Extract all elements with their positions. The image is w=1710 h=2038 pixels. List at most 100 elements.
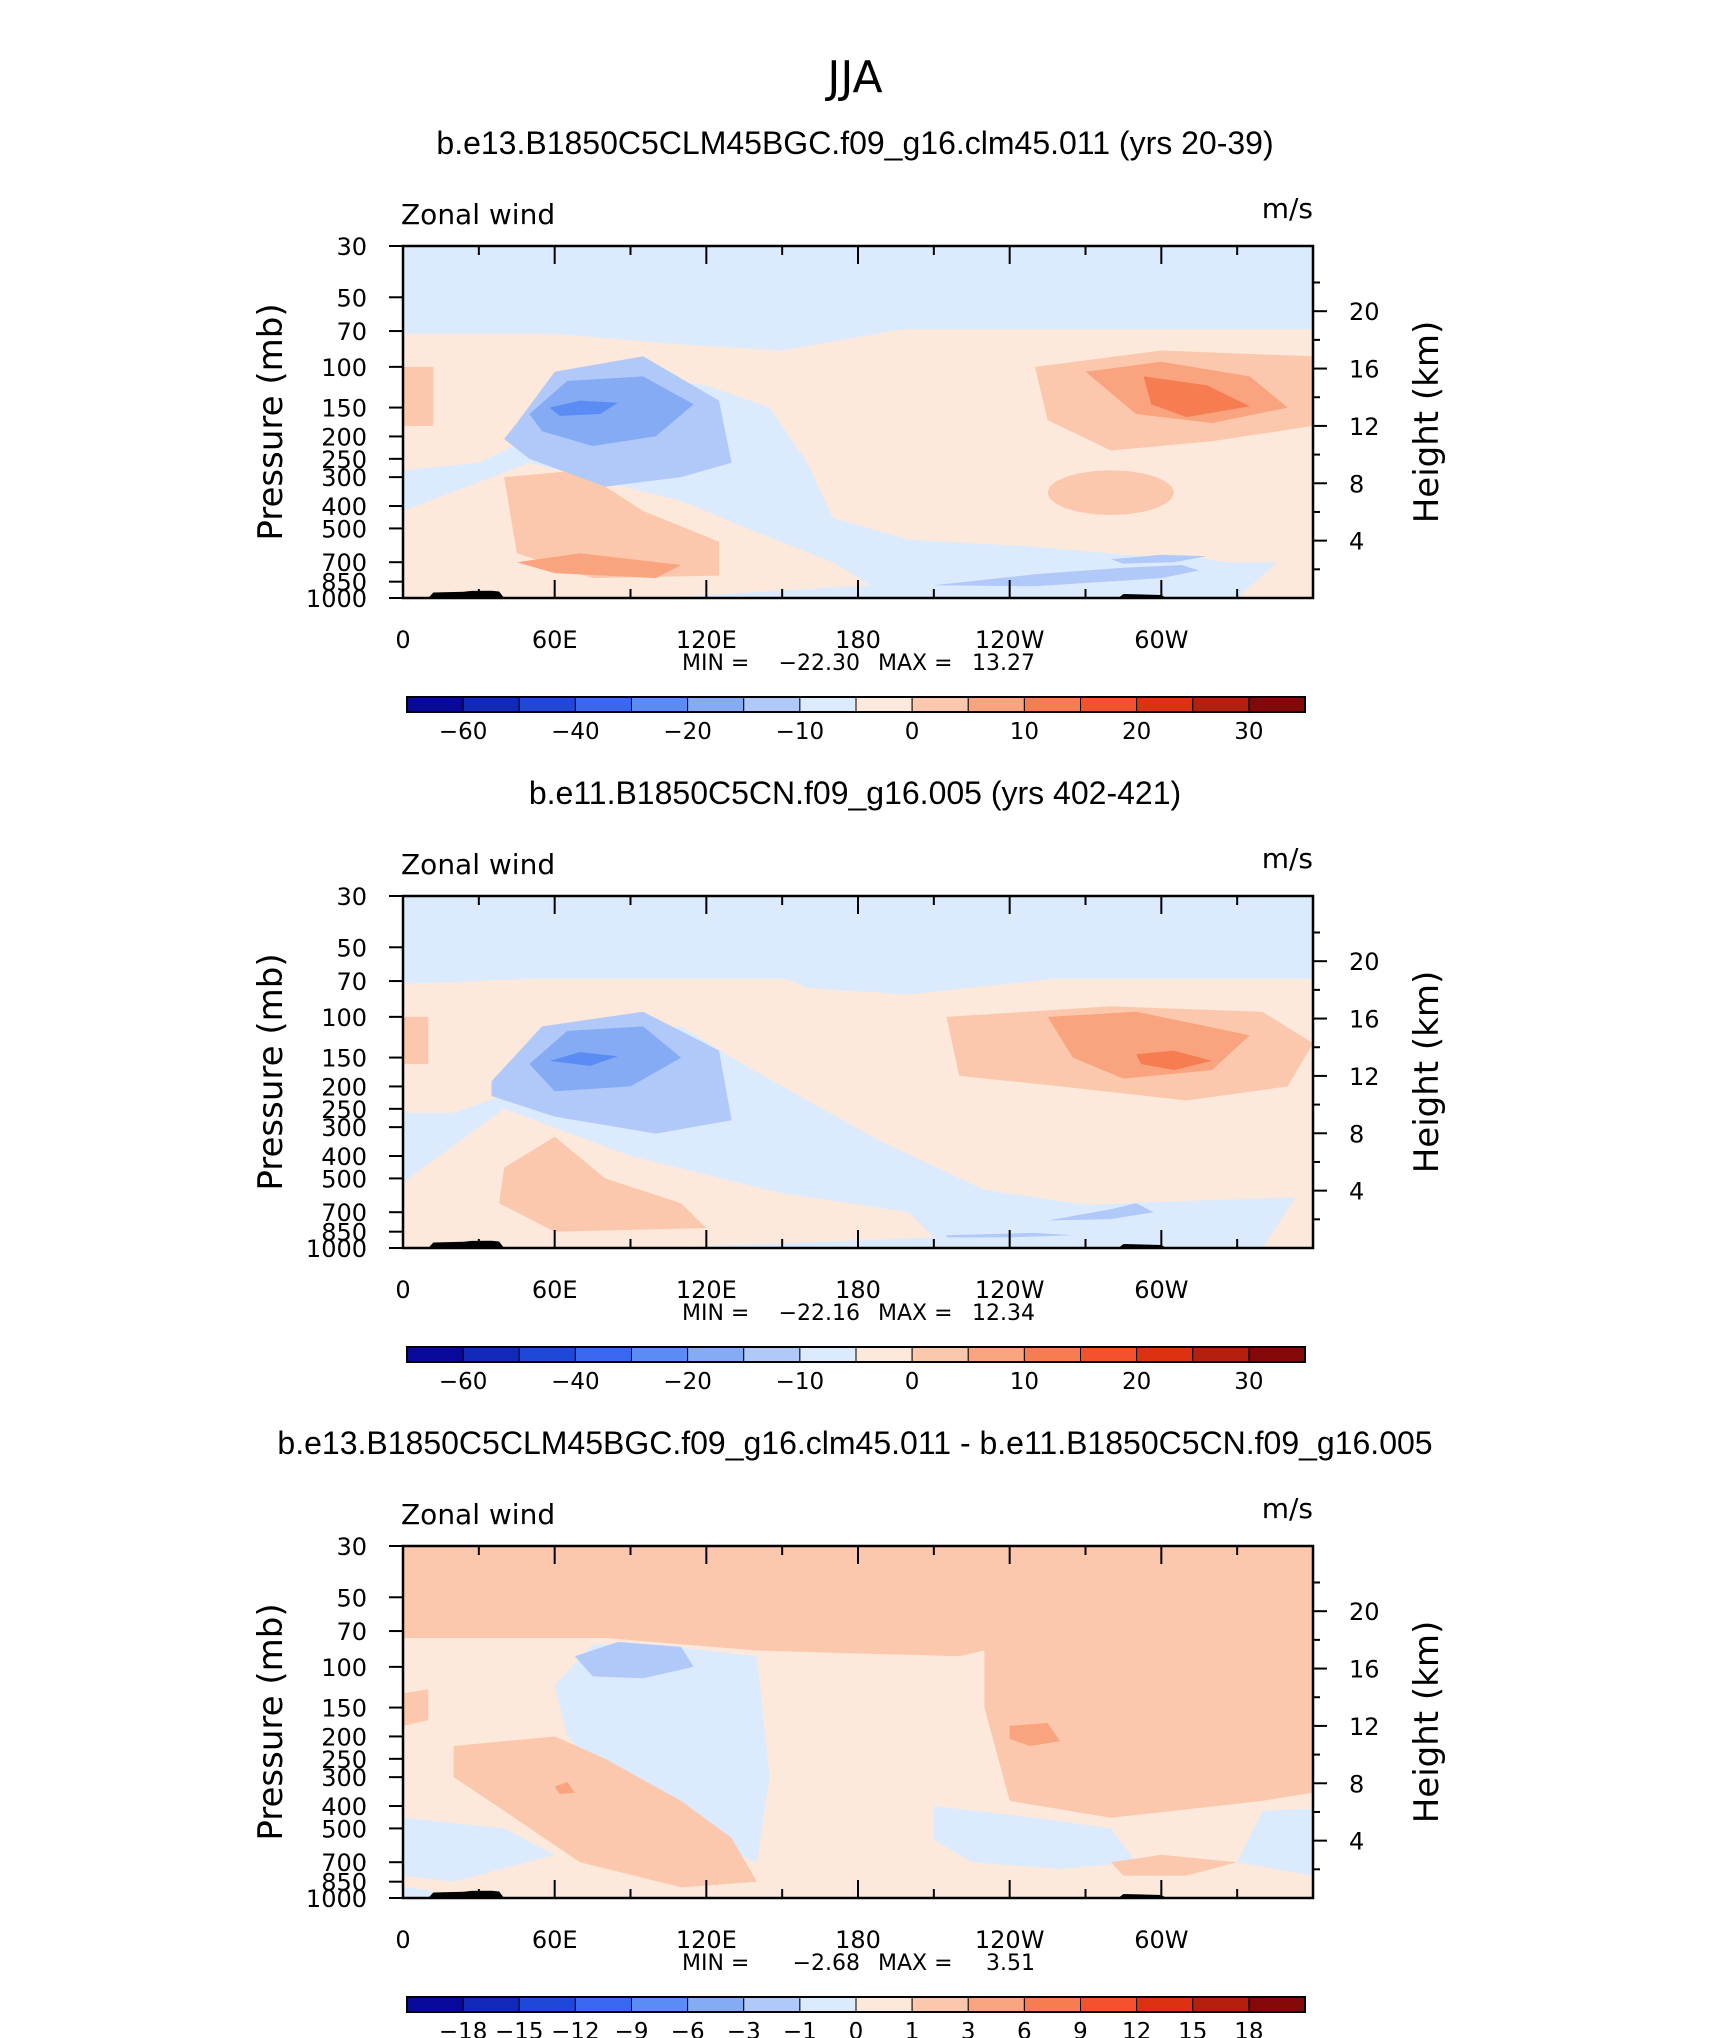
- colorbar-swatch: [1192, 1996, 1250, 2013]
- min-value: −22.30: [779, 651, 860, 676]
- colorbar-label: 30: [1234, 1369, 1263, 1395]
- colorbar-label: 1: [905, 2019, 920, 2038]
- x-tick-label: 60E: [532, 1276, 578, 1304]
- colorbar-swatch: [574, 1996, 632, 2013]
- x-tick-label: 0: [395, 626, 410, 654]
- x-tick-label: 60W: [1134, 1276, 1188, 1304]
- x-tick-label: 180: [835, 626, 881, 654]
- colorbar-label: −10: [776, 1369, 825, 1395]
- colorbar-frame: [406, 1996, 1306, 2013]
- colorbar-swatch: [855, 696, 913, 713]
- y-tick-label: 250: [321, 1746, 367, 1774]
- contour-region: [403, 1689, 429, 1726]
- colorbar-swatch: [799, 696, 857, 713]
- colorbar-label: 18: [1234, 2019, 1263, 2038]
- x-tick-label: 60E: [532, 1926, 578, 1954]
- y2-tick-label: 16: [1349, 1006, 1380, 1034]
- colorbar-swatch: [967, 1346, 1025, 1363]
- colorbar-label: 20: [1122, 1369, 1151, 1395]
- max-label: MAX =: [878, 1951, 953, 1976]
- colorbar-swatch: [1023, 1346, 1081, 1363]
- colorbar-label: −20: [663, 719, 712, 745]
- colorbar-swatch: [462, 1996, 520, 2013]
- contour-region: [1110, 554, 1207, 564]
- colorbar-swatch: [1248, 1996, 1306, 2013]
- contour-region: [1110, 1854, 1238, 1876]
- colorbar-swatch: [518, 1346, 576, 1363]
- y-tick-label: 200: [321, 1073, 367, 1101]
- y2-axis-title: Height (km): [1407, 971, 1447, 1174]
- units-label: m/s: [1262, 1492, 1313, 1525]
- y-tick-label: 200: [321, 423, 367, 451]
- colorbar-label: 9: [1073, 2019, 1088, 2038]
- y2-tick-label: 20: [1349, 948, 1380, 976]
- y2-tick-label: 4: [1349, 528, 1364, 556]
- contour-region: [574, 1641, 694, 1679]
- variable-label: Zonal wind: [401, 848, 555, 881]
- colorbar-label: −18: [439, 2019, 488, 2038]
- contour-region: [1047, 470, 1174, 515]
- min-value: −2.68: [793, 1951, 860, 1976]
- y-tick-label: 70: [336, 318, 367, 346]
- x-tick-label: 60W: [1134, 1926, 1188, 1954]
- colorbar: −60 −40 −20 −10 0 10 20 30: [406, 1346, 1306, 1395]
- contour-region: [549, 400, 618, 416]
- contour-region: [984, 1615, 1313, 1818]
- colorbar-swatch: [687, 1996, 745, 2013]
- y-axis-title: Pressure (mb): [251, 953, 291, 1190]
- colorbar-swatch: [406, 1346, 464, 1363]
- colorbar-swatch: [574, 696, 632, 713]
- colorbar-swatch: [799, 1346, 857, 1363]
- x-tick-label: 120E: [676, 626, 737, 654]
- colorbar-swatch: [967, 696, 1025, 713]
- figure-title: JJA: [824, 52, 882, 103]
- y-tick-label: 300: [321, 1114, 367, 1142]
- colorbar-swatch: [406, 1996, 464, 2013]
- colorbar-swatch: [967, 1996, 1025, 2013]
- colorbar: −18 −15 −12 −9 −6 −3 −1 0 1 3 6 9 12 15 18: [406, 1996, 1306, 2038]
- y2-tick-label: 8: [1349, 1120, 1364, 1148]
- y-tick-label: 100: [321, 1004, 367, 1032]
- y2-tick-label: 12: [1349, 1713, 1380, 1741]
- y2-tick-label: 12: [1349, 1063, 1380, 1091]
- colorbar-label: −40: [551, 1369, 600, 1395]
- colorbar-label: −3: [727, 2019, 761, 2038]
- panel-2: b.e11.B1850C5CN.f09_g16.005 (yrs 402-421…: [251, 775, 1447, 1395]
- x-tick-label: 180: [835, 1276, 881, 1304]
- colorbar-label: −40: [551, 719, 600, 745]
- y-tick-label: 700: [321, 1199, 367, 1227]
- colorbar-label: 0: [905, 1369, 920, 1395]
- colorbar-swatch: [518, 696, 576, 713]
- colorbar-swatch: [631, 1346, 689, 1363]
- variable-label: Zonal wind: [401, 198, 555, 231]
- y-tick-label: 1000: [306, 1885, 367, 1913]
- contour-region: [403, 1817, 555, 1882]
- y-tick-label: 850: [321, 1869, 367, 1897]
- max-value: 3.51: [986, 1951, 1035, 1976]
- colorbar-swatch: [1136, 696, 1194, 713]
- colorbar-label: 10: [1010, 1369, 1039, 1395]
- y-tick-label: 500: [321, 1815, 367, 1843]
- colorbar-swatch: [1023, 696, 1081, 713]
- colorbar-swatch: [855, 1346, 913, 1363]
- contour-region: [529, 376, 694, 446]
- colorbar-label: 10: [1010, 719, 1039, 745]
- contour-region: [516, 553, 682, 579]
- contour-region: [1143, 376, 1250, 418]
- x-tick-label: 120W: [975, 1926, 1045, 1954]
- y-tick-label: 850: [321, 569, 367, 597]
- colorbar-swatch: [687, 1346, 745, 1363]
- colorbar-swatch: [1080, 1996, 1138, 2013]
- colorbar-swatch: [743, 696, 801, 713]
- y-axis-title: Pressure (mb): [251, 1603, 291, 1840]
- colorbar-label: −9: [615, 2019, 649, 2038]
- colorbar: −60 −40 −20 −10 0 10 20 30: [406, 696, 1306, 745]
- min-label: MIN =: [682, 1301, 749, 1326]
- colorbar-swatch: [799, 1996, 857, 2013]
- y2-tick-label: 8: [1349, 1770, 1364, 1798]
- panel-title: b.e13.B1850C5CLM45BGC.f09_g16.clm45.011 …: [436, 125, 1273, 161]
- contour-region: [933, 1806, 1137, 1870]
- y2-tick-label: 8: [1349, 470, 1364, 498]
- contour-region: [1262, 1189, 1313, 1248]
- contour-region: [504, 470, 719, 579]
